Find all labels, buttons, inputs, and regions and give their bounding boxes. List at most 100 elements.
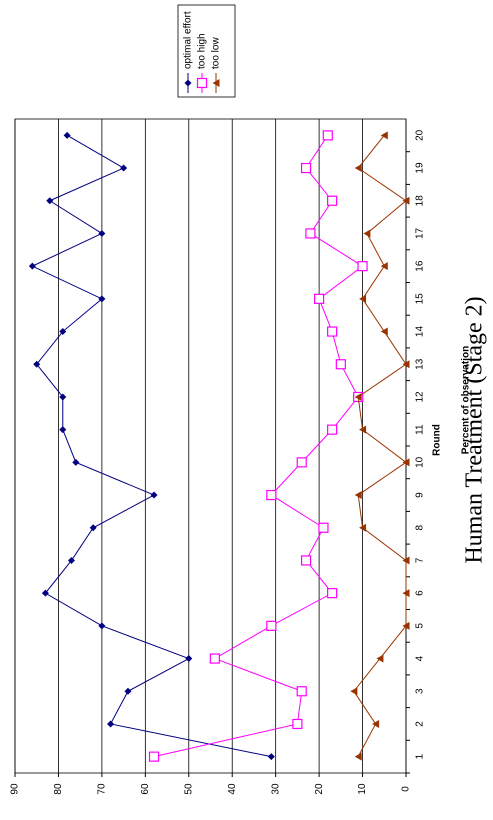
data-point xyxy=(354,164,362,173)
y-tick-label: 60 xyxy=(140,783,151,795)
data-point xyxy=(354,392,362,401)
plot-frame xyxy=(14,118,407,774)
data-point xyxy=(357,261,368,272)
data-point xyxy=(120,164,128,172)
x-tick-label: 4 xyxy=(415,655,426,661)
x-tick-label: 2 xyxy=(415,721,426,727)
x-tick-label: 14 xyxy=(415,326,426,338)
x-tick-label: 15 xyxy=(415,293,426,305)
x-tick-label: 17 xyxy=(415,227,426,239)
data-point xyxy=(359,523,367,532)
data-point xyxy=(318,522,329,533)
data-point xyxy=(350,687,358,696)
y-tick-label: 80 xyxy=(53,783,64,795)
x-tick-label: 20 xyxy=(415,129,426,141)
x-tick-label: 1 xyxy=(415,753,426,759)
data-point xyxy=(98,622,106,630)
data-point xyxy=(296,457,307,468)
series-line xyxy=(153,135,364,758)
data-point xyxy=(327,588,338,599)
data-point xyxy=(46,197,54,205)
chart-title: Human Treatment (Stage 2) xyxy=(462,296,488,563)
y-tick-label: 40 xyxy=(227,783,238,795)
x-tick-label: 16 xyxy=(415,260,426,272)
data-point xyxy=(148,751,160,762)
data-point xyxy=(380,262,388,271)
data-point xyxy=(59,426,67,434)
series-line xyxy=(31,134,272,758)
data-point xyxy=(402,589,410,598)
x-tick-label: 19 xyxy=(415,162,426,174)
y-tick-label: 90 xyxy=(10,783,21,795)
legend-label: optimal effort xyxy=(183,11,194,69)
legend-marker xyxy=(184,79,192,87)
data-point xyxy=(89,524,97,532)
data-point xyxy=(327,326,338,337)
y-tick-label: 50 xyxy=(183,783,194,795)
data-point xyxy=(296,686,307,697)
data-point xyxy=(185,655,193,663)
x-tick-label: 3 xyxy=(415,688,426,694)
data-point xyxy=(41,589,49,597)
data-point xyxy=(402,556,410,565)
legend-label: too low xyxy=(211,37,222,69)
data-point xyxy=(359,425,367,434)
data-point xyxy=(354,752,362,761)
y-axis-title: Percent of observation xyxy=(461,346,472,454)
data-point xyxy=(327,195,338,206)
data-point xyxy=(33,360,41,368)
x-tick-label: 7 xyxy=(415,557,426,563)
data-point xyxy=(107,720,115,728)
y-tick-label: 20 xyxy=(314,783,325,795)
data-point xyxy=(98,229,106,237)
data-point xyxy=(124,687,132,695)
data-point xyxy=(314,293,325,304)
data-point xyxy=(72,458,80,466)
data-point xyxy=(363,229,371,238)
legend-label: too high xyxy=(197,33,208,69)
data-point xyxy=(63,131,71,139)
data-point xyxy=(67,556,75,564)
x-tick-label: 12 xyxy=(415,391,426,403)
data-point xyxy=(300,555,312,566)
y-tick-label: 0 xyxy=(401,786,412,792)
data-point xyxy=(359,294,367,303)
data-point xyxy=(267,753,275,761)
data-point xyxy=(402,360,410,369)
x-tick-label: 18 xyxy=(415,195,426,207)
x-tick-label: 9 xyxy=(415,492,426,498)
data-point xyxy=(327,424,338,435)
data-point xyxy=(300,162,312,174)
series-line xyxy=(353,135,407,757)
legend-marker xyxy=(196,77,208,89)
x-tick-label: 13 xyxy=(415,358,426,370)
data-point xyxy=(322,130,333,141)
y-tick-label: 10 xyxy=(357,783,368,795)
data-point xyxy=(59,328,67,336)
x-axis-title: Round xyxy=(432,424,443,456)
data-point xyxy=(266,489,277,501)
x-tick-label: 11 xyxy=(415,424,426,435)
data-point xyxy=(292,718,303,730)
data-point xyxy=(335,359,346,370)
data-point xyxy=(209,653,220,664)
x-tick-label: 10 xyxy=(415,456,426,468)
y-tick-label: 30 xyxy=(270,783,281,795)
data-point xyxy=(150,491,158,499)
x-tick-label: 5 xyxy=(415,623,426,629)
data-point xyxy=(402,196,410,205)
x-tick-label: 8 xyxy=(415,525,426,531)
data-point xyxy=(354,491,362,500)
data-point xyxy=(305,228,316,239)
data-point xyxy=(98,295,106,303)
data-point xyxy=(28,262,36,270)
y-tick-label: 70 xyxy=(97,783,108,795)
x-tick-label: 6 xyxy=(415,590,426,596)
legend-marker xyxy=(212,79,220,87)
data-point xyxy=(59,393,67,401)
data-point xyxy=(266,620,277,631)
data-point xyxy=(380,131,388,140)
data-point xyxy=(372,719,380,728)
data-point xyxy=(380,327,388,336)
